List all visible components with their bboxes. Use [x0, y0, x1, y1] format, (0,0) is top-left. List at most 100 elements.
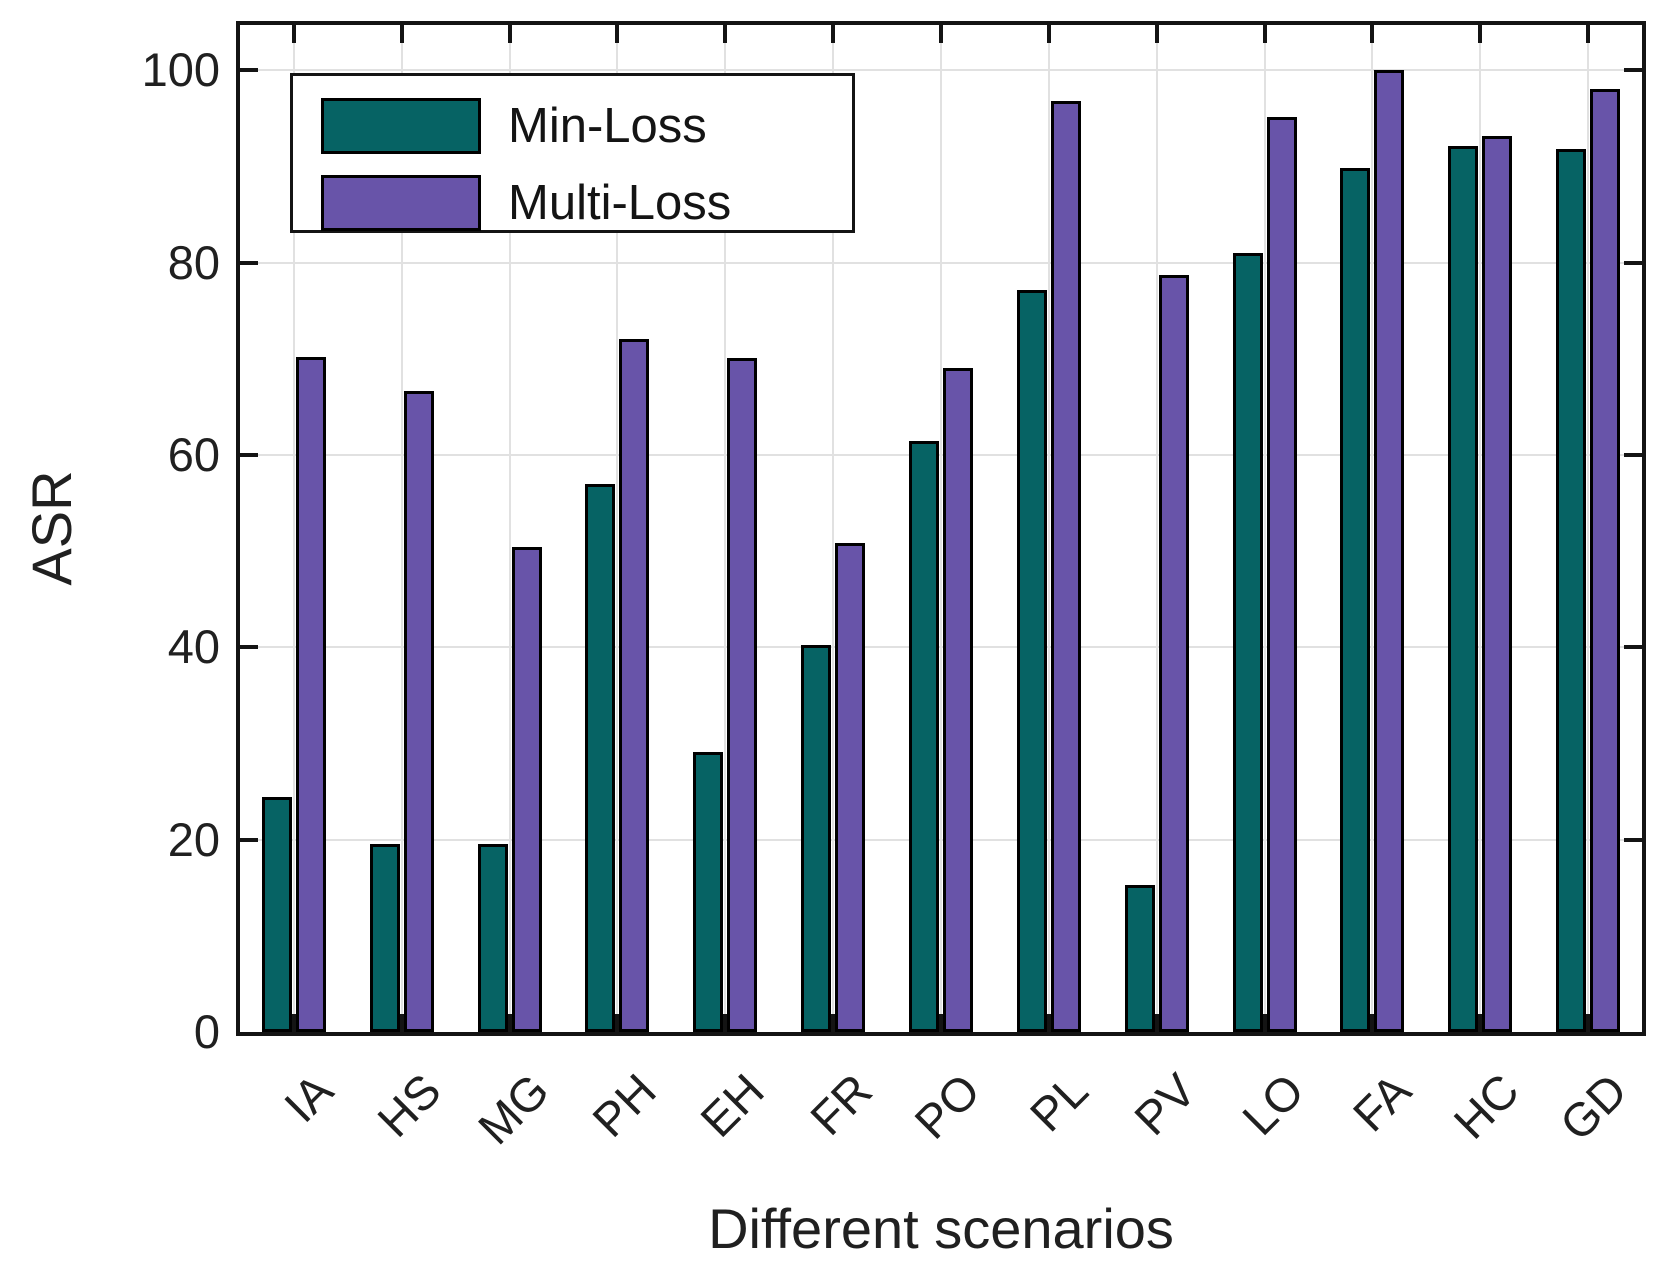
bar-multi-loss-po	[943, 368, 973, 1032]
x-tick-bottom	[723, 1014, 728, 1032]
x-tick-label-hc: HC	[1443, 1063, 1529, 1149]
x-gridline	[1479, 25, 1482, 1032]
y-tick-left	[240, 837, 258, 842]
y-tick-left	[240, 645, 258, 650]
x-tick-bottom	[939, 1014, 943, 1032]
x-tick-top	[615, 25, 620, 43]
x-tick-label-po: PO	[904, 1063, 990, 1149]
x-tick-label-pv: PV	[1123, 1063, 1206, 1146]
y-tick-left	[240, 452, 258, 457]
min-loss-swatch-icon	[321, 98, 481, 154]
y-tick-right	[1624, 837, 1642, 842]
bar-multi-loss-eh	[727, 357, 758, 1032]
bar-multi-loss-ph	[619, 338, 650, 1032]
bar-multi-loss-pv	[1158, 275, 1189, 1032]
bar-multi-loss-fa	[1374, 70, 1405, 1032]
bar-min-loss-hc	[1448, 146, 1479, 1032]
x-tick-bottom	[1154, 1014, 1159, 1032]
x-tick-bottom	[831, 1014, 836, 1032]
y-tick-right	[1624, 260, 1642, 265]
x-gridline	[940, 25, 942, 1032]
x-tick-label-gd: GD	[1549, 1063, 1637, 1151]
y-tick-right	[1624, 452, 1642, 457]
y-tick-left	[240, 260, 258, 265]
bar-min-loss-lo	[1232, 252, 1263, 1032]
x-tick-top	[723, 25, 728, 43]
legend: Min-Loss Multi-Loss	[290, 73, 855, 233]
x-axis-title: Different scenarios	[708, 1197, 1174, 1260]
bar-min-loss-ia	[261, 797, 292, 1032]
y-tick-right	[1624, 68, 1642, 73]
x-tick-top	[1586, 25, 1591, 43]
bar-min-loss-pl	[1016, 289, 1047, 1032]
x-tick-label-fr: FR	[800, 1063, 882, 1146]
x-tick-label-ph: PH	[582, 1063, 667, 1147]
x-tick-bottom	[1262, 1014, 1267, 1032]
bar-multi-loss-fr	[835, 543, 866, 1032]
bar-multi-loss-lo	[1266, 117, 1297, 1032]
x-gridline	[1263, 25, 1266, 1032]
y-tick-label: 60	[167, 427, 220, 481]
x-tick-top	[507, 25, 512, 43]
y-tick-label: 40	[167, 620, 220, 674]
x-tick-bottom	[1370, 1014, 1375, 1032]
bar-min-loss-gd	[1556, 149, 1587, 1032]
bar-min-loss-fa	[1340, 168, 1371, 1032]
x-tick-label-lo: LO	[1231, 1063, 1314, 1146]
x-tick-top	[939, 25, 943, 43]
y-tick-label: 0	[193, 1005, 220, 1058]
x-tick-top	[1154, 25, 1159, 43]
y-tick-right	[1624, 645, 1642, 650]
x-tick-top	[1046, 25, 1051, 43]
bar-multi-loss-pl	[1050, 100, 1081, 1032]
x-tick-top	[291, 25, 296, 43]
y-tick-label: 20	[167, 812, 220, 866]
x-tick-top	[1370, 25, 1375, 43]
x-gridline	[1155, 25, 1158, 1032]
x-gridline	[616, 25, 619, 1032]
x-gridline	[1047, 25, 1050, 1032]
plot-area: Min-Loss Multi-Loss	[236, 21, 1646, 1036]
bar-multi-loss-hc	[1482, 135, 1513, 1032]
y-tick-label: 100	[141, 43, 220, 97]
x-tick-label-eh: EH	[690, 1063, 775, 1147]
x-gridline	[508, 25, 511, 1032]
x-tick-top	[831, 25, 836, 43]
bar-multi-loss-ia	[295, 356, 326, 1032]
bar-multi-loss-gd	[1590, 89, 1621, 1032]
bar-min-loss-hs	[369, 843, 400, 1032]
x-gridline	[1587, 25, 1590, 1032]
bar-min-loss-po	[909, 440, 939, 1032]
x-gridline	[1371, 25, 1374, 1032]
x-gridline	[832, 25, 835, 1032]
bar-multi-loss-hs	[403, 391, 434, 1032]
bar-min-loss-ph	[585, 483, 616, 1032]
x-gridline	[400, 25, 403, 1032]
x-tick-bottom	[291, 1014, 296, 1032]
x-tick-bottom	[1046, 1014, 1051, 1032]
x-tick-bottom	[1478, 1014, 1483, 1032]
bar-min-loss-fr	[801, 645, 832, 1032]
bar-multi-loss-mg	[511, 547, 542, 1032]
x-gridline	[724, 25, 727, 1032]
y-tick-left	[240, 68, 258, 73]
x-tick-bottom	[507, 1014, 512, 1032]
multi-loss-swatch-icon	[321, 175, 481, 231]
x-tick-label-pl: PL	[1019, 1063, 1098, 1142]
x-tick-bottom	[615, 1014, 620, 1032]
x-tick-label-mg: MG	[467, 1063, 559, 1155]
y-tick-label: 80	[167, 235, 220, 289]
bar-min-loss-pv	[1124, 884, 1155, 1032]
x-tick-label-fa: FA	[1343, 1063, 1422, 1142]
x-gridline	[292, 25, 295, 1032]
x-tick-bottom	[399, 1014, 404, 1032]
x-tick-label-hs: HS	[366, 1063, 451, 1147]
x-tick-top	[399, 25, 404, 43]
bar-min-loss-eh	[693, 752, 724, 1032]
legend-label-min-loss: Min-Loss	[508, 99, 707, 153]
bar-min-loss-mg	[477, 843, 508, 1032]
legend-label-multi-loss: Multi-Loss	[508, 176, 732, 230]
x-tick-label-ia: IA	[273, 1063, 343, 1133]
x-tick-bottom	[1586, 1014, 1591, 1032]
